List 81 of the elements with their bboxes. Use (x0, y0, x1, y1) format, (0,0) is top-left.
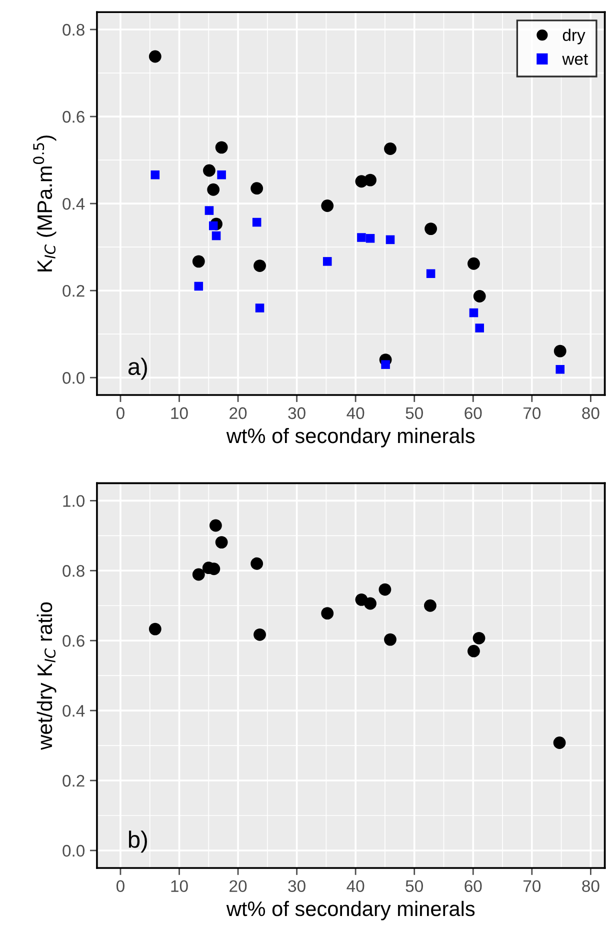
point (322, 257, 332, 266)
y-axis-title: K$_{IC}$ (MPa.m$^{0.5}$) (33, 136, 56, 272)
point (148, 622, 162, 636)
point (381, 360, 390, 369)
point (254, 260, 266, 272)
y-tick-label: 0.4 (62, 704, 85, 717)
point (255, 304, 264, 312)
point (469, 308, 478, 318)
x-tick-label: 80 (582, 880, 600, 892)
point (321, 607, 334, 620)
x-axis-title: wt% of secondary minerals (226, 428, 475, 448)
y-tick-label: 0.6 (62, 635, 84, 647)
point (384, 633, 396, 646)
x-tick-label: 70 (523, 407, 541, 420)
y-tick-label: 0.8 (62, 565, 84, 577)
point (254, 628, 266, 641)
point (148, 50, 162, 63)
point (207, 183, 220, 196)
point (475, 324, 484, 332)
x-tick-label: 20 (230, 407, 247, 420)
point (426, 269, 436, 278)
point (215, 536, 228, 549)
point (192, 568, 205, 581)
point (378, 583, 392, 596)
x-tick-label: 30 (288, 880, 306, 892)
y-tick-label: 0.0 (62, 844, 85, 857)
point (553, 736, 566, 749)
point (386, 235, 395, 244)
x-tick-label: 50 (406, 880, 423, 892)
legend-label: dry (562, 28, 586, 44)
point (203, 164, 216, 177)
point (468, 644, 480, 658)
legend-label: wet (562, 54, 588, 65)
point (554, 344, 566, 358)
annotation: a) (128, 358, 147, 380)
point (192, 255, 205, 268)
y-tick-label: 0.4 (62, 198, 85, 210)
point (252, 218, 262, 227)
point (321, 200, 334, 212)
x-tick-label: 40 (346, 407, 364, 420)
x-tick-label: 10 (171, 407, 188, 420)
point (473, 290, 486, 302)
x-tick-label: 20 (230, 880, 247, 892)
x-tick-label: 50 (406, 407, 423, 420)
point (215, 141, 228, 154)
y-tick-label: 0.2 (62, 284, 84, 297)
point (204, 206, 214, 215)
point (364, 174, 376, 186)
x-tick-label: 0 (116, 407, 124, 420)
point (424, 599, 436, 612)
y-axis-title: wet/dry K$_{IC}$ ratio (36, 602, 56, 750)
point (472, 632, 486, 644)
y-tick-label: 0.0 (62, 372, 85, 384)
point (217, 170, 226, 180)
point (150, 170, 160, 180)
annotation: b) (128, 830, 147, 853)
x-tick-label: 60 (464, 880, 482, 892)
x-tick-label: 30 (288, 407, 306, 420)
x-tick-label: 0 (116, 880, 124, 892)
point (468, 257, 480, 270)
point (424, 222, 438, 236)
y-tick-label: 1.0 (63, 495, 85, 507)
point (250, 182, 264, 195)
point (364, 597, 376, 610)
point (384, 142, 396, 155)
x-tick-label: 80 (582, 407, 600, 420)
x-tick-label: 10 (171, 880, 188, 892)
x-tick-label: 60 (464, 407, 482, 420)
x-tick-label: 40 (346, 880, 364, 892)
x-axis-title: wt% of secondary minerals (226, 900, 475, 920)
point (212, 231, 221, 240)
x-tick-label: 70 (523, 880, 541, 892)
y-tick-label: 0.6 (62, 110, 84, 123)
y-tick-label: 0.2 (62, 774, 84, 787)
point (366, 234, 375, 243)
point (250, 557, 264, 570)
point (194, 282, 204, 291)
point (209, 519, 222, 532)
y-tick-label: 0.8 (62, 24, 84, 36)
point (357, 233, 366, 242)
point (556, 364, 565, 374)
